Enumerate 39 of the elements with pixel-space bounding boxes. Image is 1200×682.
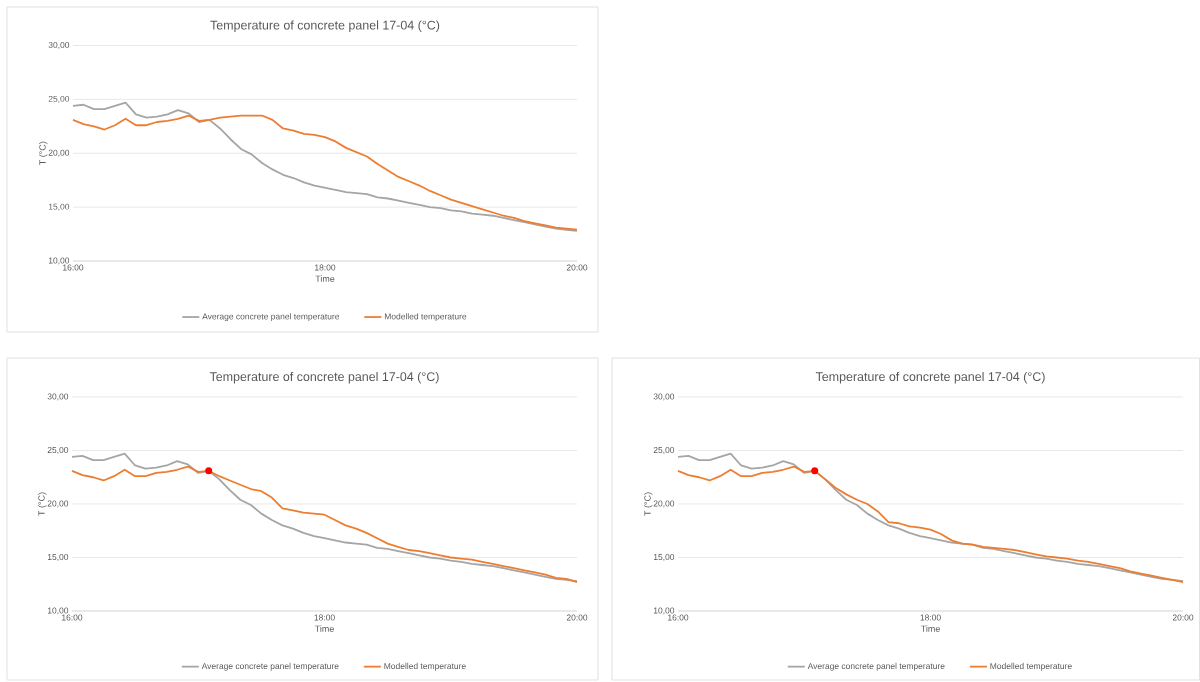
y-tick-label: 10,00 — [47, 607, 69, 615]
y-axis-title: T (°C) — [644, 492, 653, 516]
y-tick-label: 10,00 — [653, 607, 675, 615]
x-tick-label: 18:00 — [920, 614, 941, 621]
legend-label: Modelled temperature — [990, 662, 1072, 671]
legend-label: Average concrete panel temperature — [807, 662, 945, 671]
legend-label: Modelled temperature — [384, 313, 467, 322]
x-axis-title: Time — [314, 625, 334, 632]
x-tick-label: 16:00 — [63, 264, 84, 271]
y-tick-label: 30,00 — [653, 393, 675, 401]
legend-label: Modelled temperature — [384, 662, 466, 671]
x-tick-label: 18:00 — [314, 614, 335, 621]
y-tick-label: 20,00 — [48, 149, 70, 157]
y-tick-label: 20,00 — [47, 500, 69, 508]
x-axis-title: Time — [920, 625, 940, 632]
y-tick-label: 30,00 — [48, 42, 70, 49]
y-tick-label: 25,00 — [48, 95, 70, 103]
chart-title: Temperature of concrete panel 17-04 (°C) — [210, 20, 440, 32]
x-tick-label: 20:00 — [1172, 614, 1194, 621]
x-tick-label: 18:00 — [315, 264, 336, 271]
chart-title: Temperature of concrete panel 17-04 (°C) — [815, 371, 1045, 384]
y-tick-label: 10,00 — [48, 257, 70, 265]
y-tick-label: 25,00 — [47, 447, 69, 454]
x-tick-label: 20:00 — [566, 264, 588, 271]
x-tick-label: 20:00 — [566, 614, 588, 621]
x-tick-label: 16:00 — [62, 614, 83, 621]
y-tick-label: 15,00 — [47, 554, 69, 561]
y-tick-label: 15,00 — [48, 203, 70, 211]
y-tick-label: 25,00 — [653, 447, 675, 454]
y-tick-label: 30,00 — [47, 393, 69, 401]
y-axis-title: T (°C) — [39, 141, 48, 166]
x-tick-label: 16:00 — [668, 614, 689, 621]
x-axis-title: Time — [315, 275, 335, 282]
y-tick-label: 20,00 — [653, 500, 675, 508]
legend-label: Average concrete panel temperature — [202, 313, 340, 322]
y-axis-title: T (°C) — [38, 492, 47, 516]
chart-title: Temperature of concrete panel 17-04 (°C) — [209, 371, 439, 384]
legend-label: Average concrete panel temperature — [201, 662, 339, 671]
y-tick-label: 15,00 — [653, 554, 675, 561]
